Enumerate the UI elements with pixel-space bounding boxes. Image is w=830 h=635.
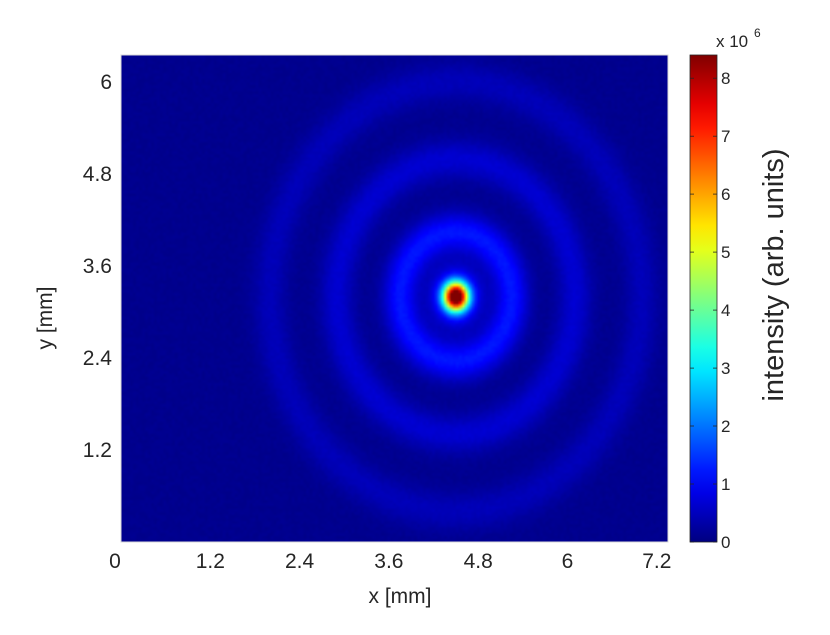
y-tick-label: 4.8 bbox=[83, 163, 112, 186]
x-tick-label: 3.6 bbox=[374, 550, 403, 573]
colorbar-tick-label: 4 bbox=[721, 301, 730, 320]
intensity-heatmap bbox=[121, 55, 668, 542]
x-tick-label: 0 bbox=[109, 550, 121, 573]
colorbar-label: intensity (arb. units) bbox=[758, 148, 790, 401]
plot-frame bbox=[120, 54, 669, 543]
colorbar-ticks: 0 1 2 3 4 5 6 7 8 bbox=[690, 69, 730, 552]
y-tick-label: 6 bbox=[100, 71, 112, 94]
x-tick-label: 2.4 bbox=[285, 550, 315, 573]
x-tick-label: 1.2 bbox=[196, 550, 225, 573]
colorbar-tick-label: 6 bbox=[721, 185, 730, 204]
y-axis-ticks: 1.2 2.4 3.6 4.8 6 bbox=[83, 71, 113, 462]
colorbar-tick-label: 1 bbox=[721, 475, 730, 494]
x-tick-label: 7.2 bbox=[642, 550, 671, 573]
colorbar-multiplier-exponent: 6 bbox=[754, 26, 761, 40]
colorbar-tick-label: 5 bbox=[721, 243, 730, 262]
heatmap-plot-area bbox=[120, 54, 669, 543]
y-tick-label: 3.6 bbox=[83, 255, 112, 278]
colorbar-tick-label: 7 bbox=[721, 127, 730, 146]
colorbar: 0 1 2 3 4 5 6 7 8 x 10 6 intensity (arb. units) bbox=[689, 26, 790, 552]
colorbar-frame bbox=[689, 54, 718, 543]
y-axis-label: y [mm] bbox=[34, 287, 57, 350]
colorbar-tick-label: 3 bbox=[721, 359, 730, 378]
x-axis-label: x [mm] bbox=[369, 585, 432, 608]
x-axis-ticks: 0 1.2 2.4 3.6 4.8 6 7.2 bbox=[109, 550, 671, 573]
colorbar-gradient bbox=[690, 55, 717, 542]
y-tick-label: 1.2 bbox=[83, 439, 112, 462]
x-tick-label: 4.8 bbox=[464, 550, 493, 573]
colorbar-tick-label: 2 bbox=[721, 417, 730, 436]
colorbar-multiplier: x 10 bbox=[716, 32, 748, 51]
y-tick-label: 2.4 bbox=[83, 347, 113, 370]
colorbar-tick-label: 8 bbox=[721, 69, 730, 88]
colorbar-tick-label: 0 bbox=[721, 533, 730, 552]
x-tick-label: 6 bbox=[562, 550, 574, 573]
